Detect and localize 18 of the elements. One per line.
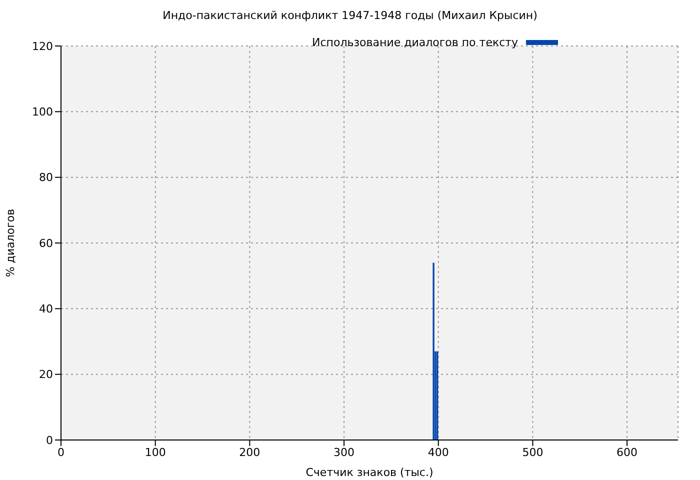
y-tick-label: 120: [32, 40, 53, 53]
y-tick-label: 0: [46, 434, 53, 447]
y-axis-title: % диалогов: [4, 208, 17, 278]
x-tick-label: 200: [239, 446, 260, 459]
chart-title: Индо-пакистанский конфликт 1947-1948 годы (Михаил Крысин): [162, 9, 538, 22]
x-tick-label: 600: [616, 446, 638, 459]
y-tick-label: 20: [39, 368, 53, 382]
x-tick-label: 400: [428, 446, 449, 459]
y-tick-label: 60: [39, 236, 53, 250]
x-axis-title: Счетчик знаков (тыс.): [306, 466, 434, 479]
x-tick-label: 300: [334, 446, 355, 459]
x-tick-label: 500: [522, 446, 544, 459]
y-tick-label: 100: [32, 106, 53, 119]
y-tick-label: 40: [39, 302, 53, 316]
legend-label: Использование диалогов по тексту: [312, 36, 518, 49]
x-tick-label: 0: [58, 446, 64, 459]
x-tick-label: 100: [144, 446, 166, 459]
y-tick-label: 80: [39, 171, 53, 184]
